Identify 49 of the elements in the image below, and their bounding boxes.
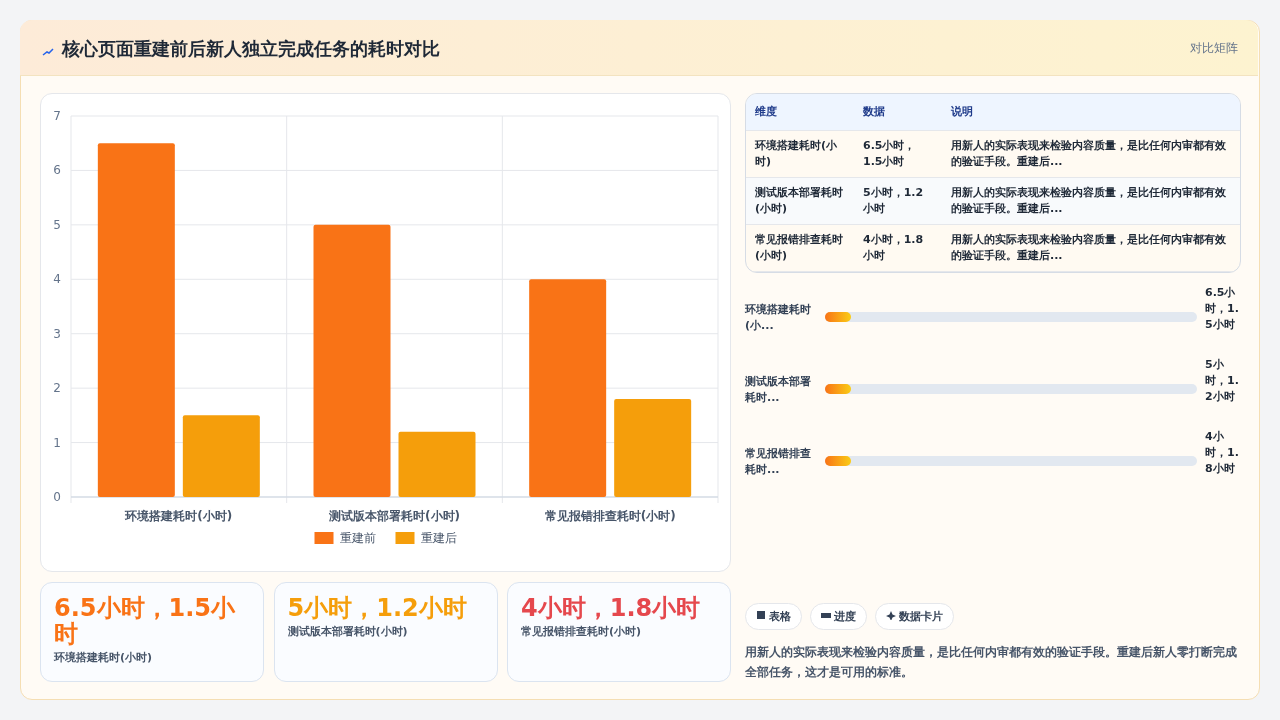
text: 6.5小时，1.5小时 xyxy=(1205,285,1239,333)
text: 6.5小时，1.5小时 xyxy=(54,594,237,648)
y-tick-label: 4 xyxy=(53,272,61,287)
bar xyxy=(97,143,175,497)
bar xyxy=(398,431,476,497)
text: 表格 xyxy=(769,610,791,623)
bar xyxy=(182,415,260,497)
legend-label: 重建前 xyxy=(339,531,376,545)
text: 6.5小时，1.5小时 xyxy=(854,130,942,178)
text: 测试版本部署耗时(小时) xyxy=(287,624,409,639)
text: 4小时，1.8小时 xyxy=(1205,429,1239,477)
text: 数据 xyxy=(854,94,942,131)
bar xyxy=(313,224,391,497)
text: 常见报错排查耗时(小时) xyxy=(746,224,854,272)
text: 测试版本部署耗时... xyxy=(745,374,812,406)
y-tick-label: 5 xyxy=(53,217,61,232)
x-tick-label: 常见报错排查耗时(小时) xyxy=(544,509,676,523)
text: 维度 xyxy=(746,94,854,131)
text: 环境搭建耗时(小... xyxy=(745,302,812,334)
text: 5小时，1.2小时 xyxy=(287,594,468,622)
text: 常见报错排查耗时... xyxy=(745,446,812,478)
text: 5小时，1.2小时 xyxy=(1205,357,1239,405)
text: 5小时，1.2小时 xyxy=(854,177,942,225)
text: 4小时，1.8小时 xyxy=(521,594,702,622)
bar xyxy=(614,399,692,497)
bar xyxy=(529,279,607,497)
text: 用新人的实际表现来检验内容质量，是比任何内审都有效的验证手段。重建后... xyxy=(942,177,1240,225)
legend-label: 重建后 xyxy=(420,531,457,545)
text: 用新人的实际表现来检验内容质量，是比任何内审都有效的验证手段。重建后... xyxy=(942,130,1240,178)
text: 用新人的实际表现来检验内容质量，是比任何内审都有效的验证手段。重建后... xyxy=(942,224,1240,272)
text: 环境搭建耗时(小时) xyxy=(746,130,854,178)
y-tick-label: 6 xyxy=(53,163,61,178)
y-tick-label: 1 xyxy=(53,435,61,450)
text: 进度 xyxy=(834,610,856,623)
y-tick-label: 3 xyxy=(53,326,61,341)
y-tick-label: 0 xyxy=(53,490,61,504)
x-tick-label: 测试版本部署耗时(小时) xyxy=(328,509,460,523)
chart-title: 核心页面重建前后新人独立完成任务的耗时对比 xyxy=(62,37,440,61)
y-tick-label: 2 xyxy=(53,381,61,396)
text: 对比矩阵 xyxy=(1190,40,1238,57)
text: 测试版本部署耗时(小时) xyxy=(746,177,854,225)
text: 常见报错排查耗时(小时) xyxy=(521,624,643,639)
text: 环境搭建耗时(小时) xyxy=(54,650,154,665)
text: 4小时，1.8小时 xyxy=(854,224,942,272)
text: 用新人的实际表现来检验内容质量，是比任何内审都有效的验证手段。重建后新人零打断完成全部任务，这才是可用的标准。 xyxy=(745,644,1238,681)
text: 数据卡片 xyxy=(899,610,943,623)
text: 说明 xyxy=(942,94,1240,131)
y-tick-label: 7 xyxy=(53,109,61,123)
x-tick-label: 环境搭建耗时(小时) xyxy=(124,509,233,523)
